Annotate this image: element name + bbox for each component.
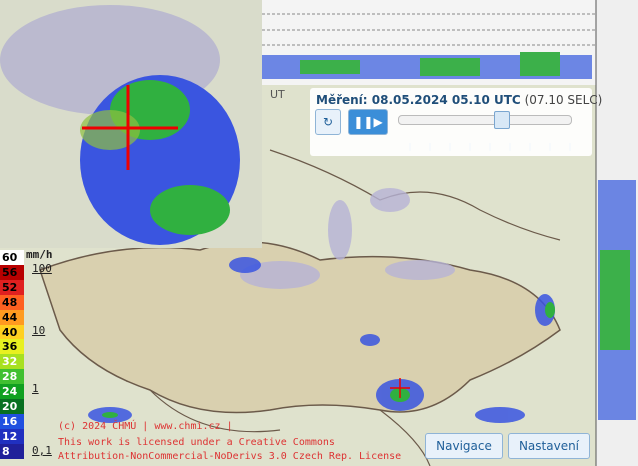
slider-handle[interactable] (494, 111, 510, 129)
control-panel: Měření: 08.05.2024 05.10 UTC (07.10 SELC… (310, 88, 602, 156)
legend: mm/h 60 56 52 48 44 40 36 32 28 24 20 16 12 8 100 10 1 0,… (0, 248, 60, 466)
navigation-button[interactable]: Navigace (425, 433, 503, 459)
legend-entry: 44 (0, 309, 24, 325)
license-line: This work is licensed under a Creative C… (58, 437, 335, 448)
license-line: Attribution-NonCommercial-NoDerivs 3.0 C… (58, 451, 402, 462)
legend-entry: 56 (0, 264, 24, 280)
play-button[interactable]: ❚❚▶ (348, 109, 388, 135)
legend-entry: 16 (0, 413, 24, 429)
measurement-time: Měření: 08.05.2024 05.10 UTC (07.10 SELC… (316, 93, 602, 107)
time-slider[interactable] (398, 115, 572, 125)
legend-entry: 40 (0, 324, 24, 340)
legend-entry: 32 (0, 354, 24, 370)
legend-entry: 24 (0, 384, 24, 400)
utc-fragment: UT (270, 88, 285, 101)
settings-button[interactable]: Nastavení (508, 433, 590, 459)
rate-label: 100 (32, 262, 52, 275)
legend-entry: 12 (0, 428, 24, 444)
rate-label: 0,1 (32, 444, 52, 457)
local-time: (07.10 SELC) (524, 93, 603, 107)
legend-entry: 28 (0, 369, 24, 385)
legend-entry: 8 (0, 443, 24, 459)
legend-entry: 60 (0, 250, 24, 265)
legend-entry: 20 (0, 399, 24, 414)
rate-label: 1 (32, 382, 39, 395)
legend-entry: 52 (0, 279, 24, 295)
refresh-button[interactable]: ↻ (315, 109, 341, 135)
legend-entry: 48 (0, 294, 24, 310)
measurement-label: Měření: 08.05.2024 05.10 UTC (316, 93, 521, 107)
rate-label: 10 (32, 324, 46, 337)
legend-entry: 36 (0, 339, 24, 355)
legend-unit: mm/h (26, 248, 53, 261)
copyright: (c) 2024 ČHMÚ | www.chmi.cz | (58, 421, 233, 432)
